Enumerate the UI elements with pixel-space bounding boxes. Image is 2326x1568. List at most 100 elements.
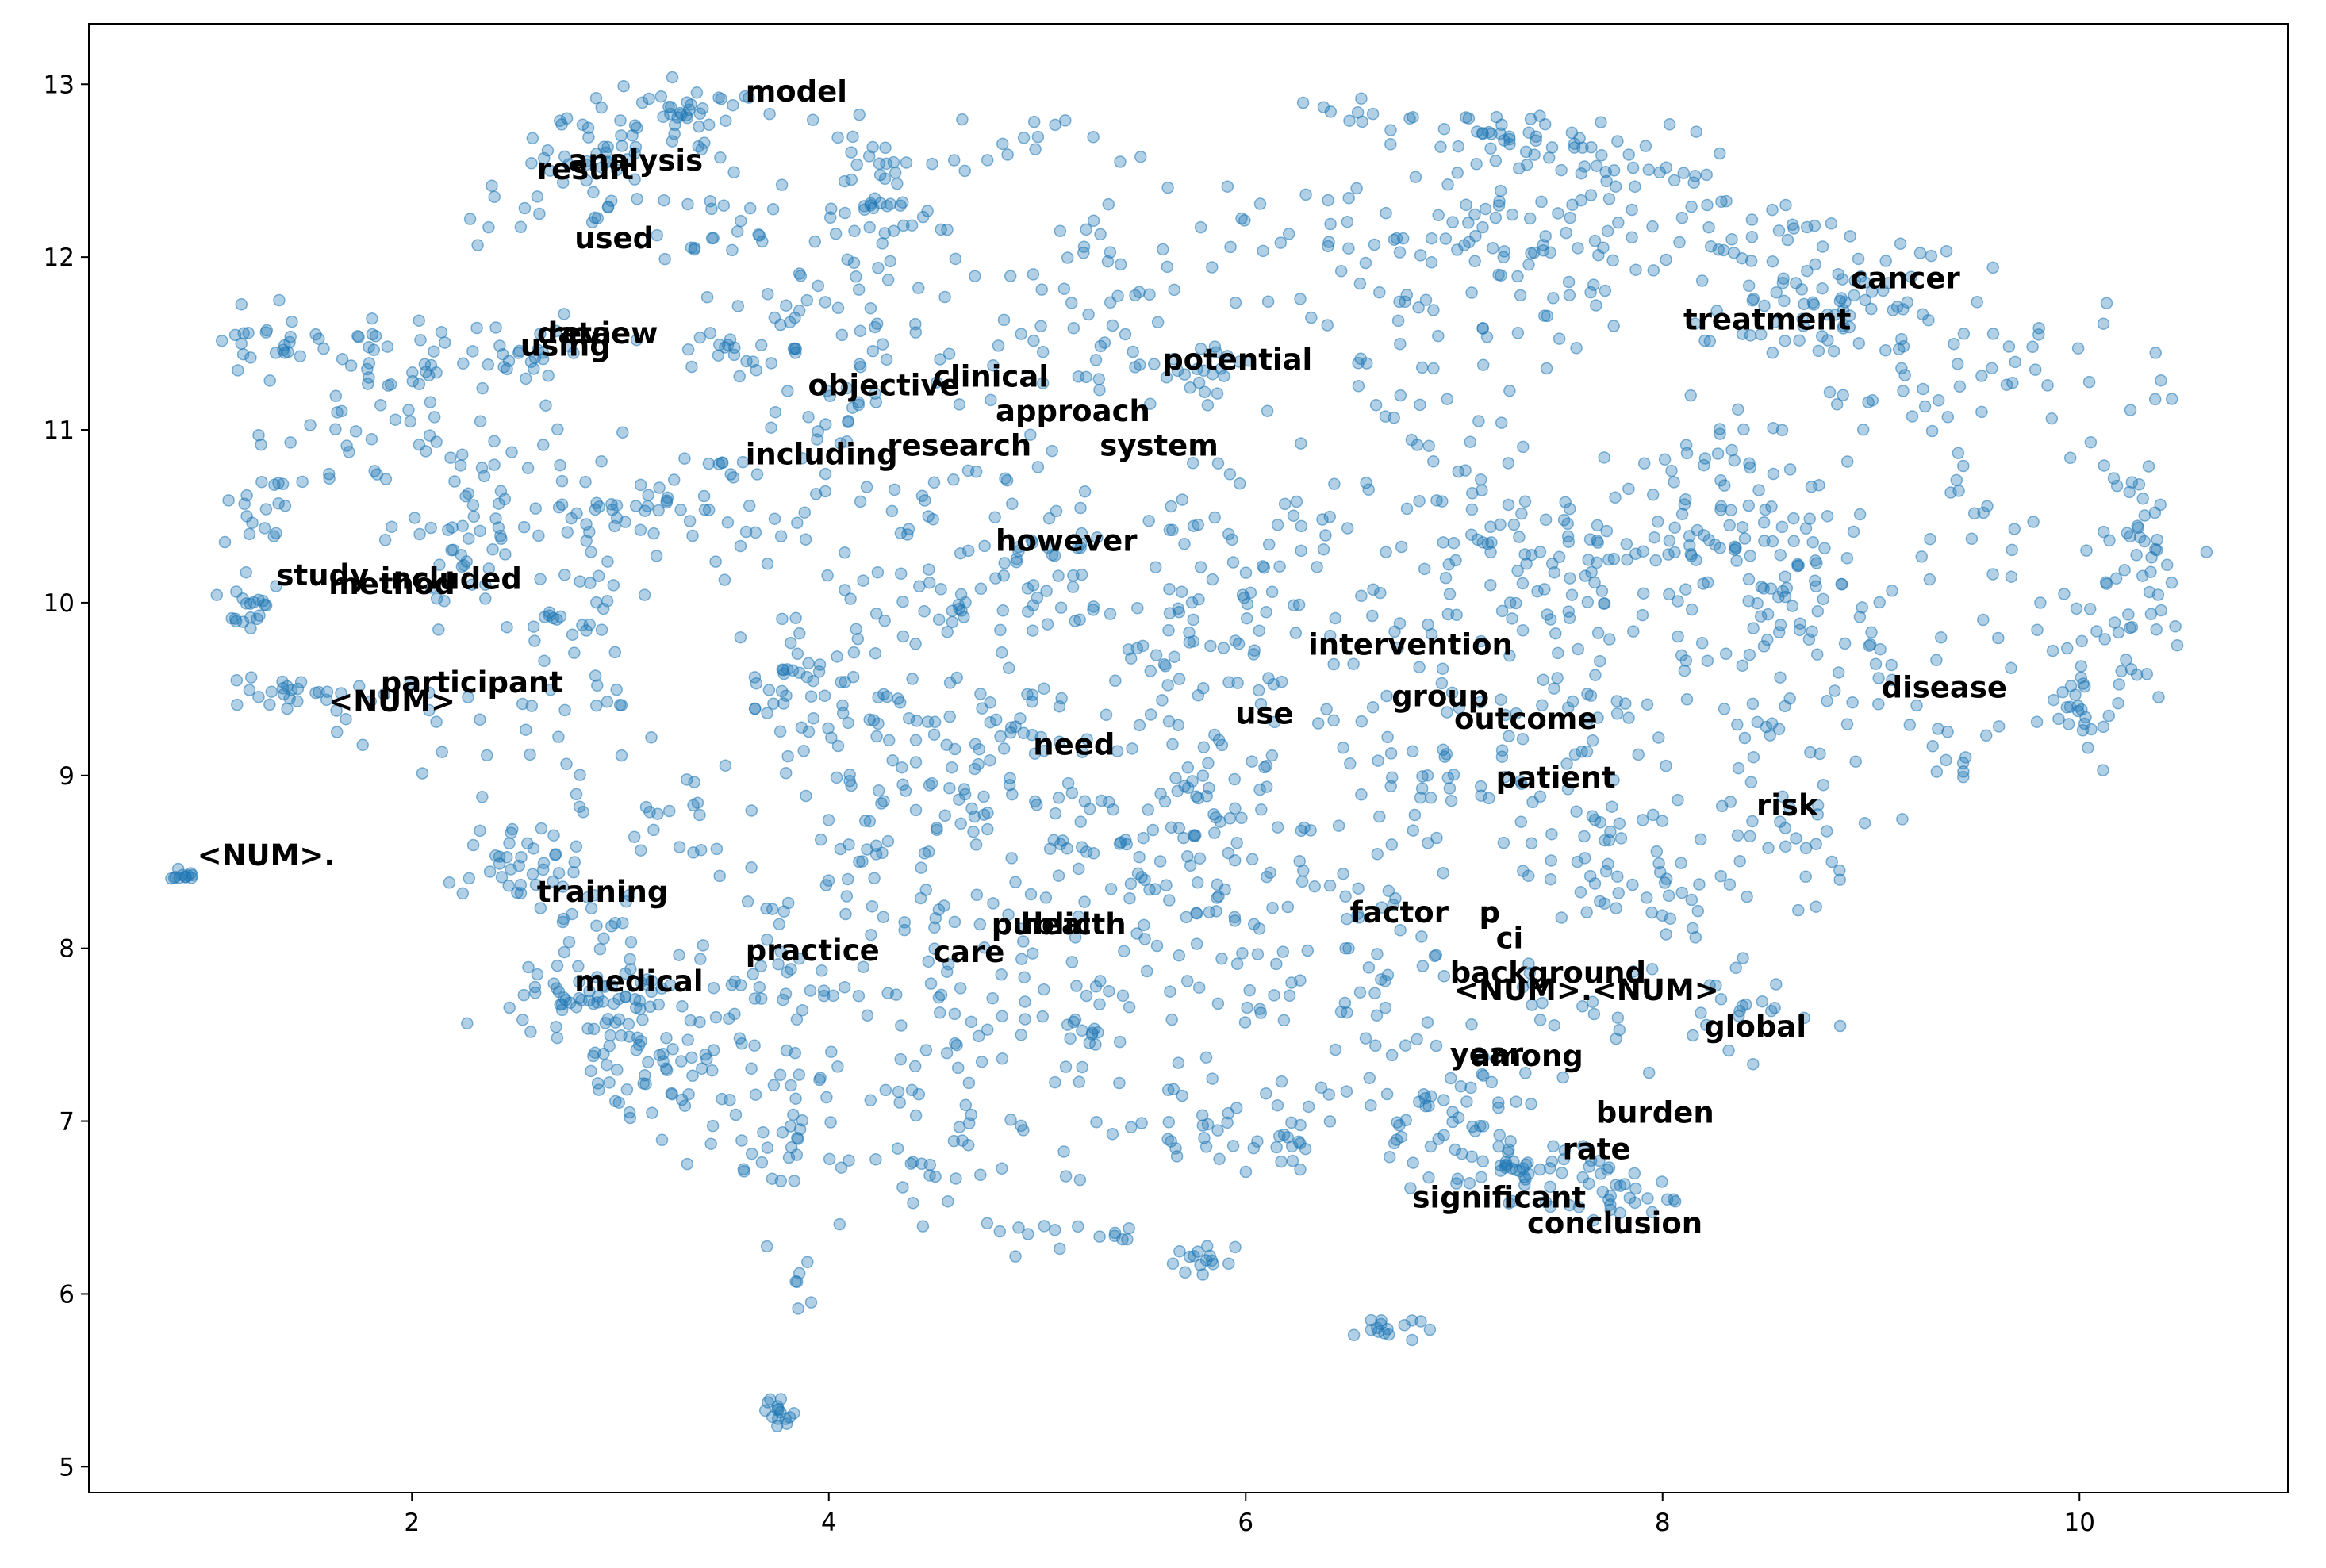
scatter-point — [2144, 565, 2157, 578]
scatter-point — [242, 326, 255, 339]
scatter-point — [558, 945, 571, 959]
scatter-point — [1064, 1032, 1077, 1045]
scatter-point — [1342, 191, 1355, 205]
scatter-point — [1662, 889, 1675, 903]
scatter-point — [1580, 906, 1593, 918]
scatter-point — [1677, 167, 1691, 179]
scatter-point — [992, 339, 1005, 352]
scatter-point — [1380, 1087, 1394, 1101]
scatter-point — [1793, 334, 1806, 347]
scatter-point — [804, 690, 818, 703]
scatter-point — [949, 1037, 961, 1050]
scatter-point — [1287, 509, 1300, 523]
scatter-point — [1525, 837, 1538, 849]
scatter-point — [1545, 557, 1559, 570]
scatter-point — [1192, 376, 1206, 389]
scatter-point — [1414, 249, 1427, 262]
scatter-point — [1695, 637, 1709, 650]
scatter-point — [2151, 588, 2165, 601]
scatter-point — [1451, 167, 1464, 179]
scatter-point — [622, 1018, 635, 1030]
scatter-point — [1022, 1228, 1034, 1240]
scatter-point — [1215, 953, 1228, 965]
scatter-point — [1050, 504, 1063, 518]
scatter-point — [580, 158, 593, 171]
scatter-point — [1388, 233, 1401, 246]
scatter-point — [714, 151, 727, 164]
scatter-point — [1476, 536, 1489, 549]
scatter-point — [1149, 883, 1161, 895]
scatter-point — [2112, 696, 2124, 710]
scatter-point — [1548, 1018, 1561, 1032]
scatter-point — [1701, 576, 1714, 589]
scatter-point — [858, 815, 872, 827]
scatter-point — [1271, 519, 1284, 531]
scatter-point — [1618, 1178, 1631, 1190]
scatter-point — [760, 902, 773, 915]
scatter-point — [1823, 385, 1837, 399]
scatter-point — [1724, 796, 1737, 808]
scatter-point — [1104, 246, 1117, 259]
scatter-point — [1394, 389, 1407, 402]
scatter-point — [1689, 170, 1702, 182]
scatter-point — [402, 404, 415, 416]
scatter-point — [1082, 308, 1095, 321]
scatter-point — [1629, 1182, 1642, 1195]
scatter-point — [1751, 715, 1764, 729]
scatter-point — [1219, 883, 1231, 896]
scatter-point — [364, 695, 378, 708]
scatter-point — [1790, 832, 1802, 845]
word-label: analysis — [568, 144, 703, 178]
scatter-point — [1607, 773, 1620, 787]
scatter-point — [1536, 996, 1549, 1010]
scatter-point — [1626, 231, 1638, 244]
scatter-point — [413, 314, 425, 327]
scatter-point — [1737, 952, 1749, 964]
scatter-point — [1539, 513, 1553, 527]
scatter-point — [864, 1094, 877, 1107]
scatter-point — [1449, 1143, 1462, 1156]
scatter-point — [756, 235, 769, 248]
scatter-point — [1869, 657, 1883, 670]
scatter-point — [1668, 476, 1680, 489]
scatter-point — [1192, 792, 1205, 805]
word-label: group — [1391, 680, 1489, 714]
scatter-point — [1034, 320, 1047, 332]
scatter-point — [1173, 1244, 1186, 1258]
word-label: <NUM>. — [198, 838, 336, 872]
scatter-point — [1783, 801, 1796, 815]
scatter-point — [924, 977, 938, 990]
scatter-point — [1744, 255, 1758, 267]
scatter-point — [1612, 216, 1625, 229]
scatter-point — [1222, 527, 1235, 541]
scatter-point — [840, 435, 854, 448]
scatter-point — [678, 1099, 692, 1112]
scatter-point — [825, 731, 838, 744]
scatter-point — [2125, 476, 2139, 489]
scatter-point — [2121, 527, 2134, 539]
scatter-point — [792, 1133, 804, 1145]
scatter-point — [860, 481, 873, 493]
scatter-point — [879, 1083, 892, 1097]
scatter-point — [1194, 561, 1207, 573]
scatter-point — [1775, 424, 1789, 437]
scatter-point — [774, 945, 788, 958]
scatter-point — [1080, 989, 1093, 1003]
scatter-point — [681, 343, 695, 356]
scatter-point — [666, 1087, 678, 1101]
scatter-point — [1449, 554, 1462, 567]
scatter-point — [554, 610, 567, 623]
scatter-point — [562, 935, 576, 949]
scatter-point — [927, 728, 941, 741]
scatter-point — [1441, 772, 1455, 784]
scatter-point — [1407, 1156, 1419, 1169]
scatter-point — [616, 426, 629, 439]
scatter-point — [1606, 800, 1618, 813]
scatter-point — [1917, 382, 1929, 396]
scatter-point — [1253, 197, 1267, 210]
scatter-point — [829, 227, 843, 240]
scatter-point — [572, 960, 585, 973]
scatter-point — [2138, 509, 2151, 522]
scatter-point — [1715, 195, 1728, 209]
scatter-point — [1054, 1242, 1066, 1256]
